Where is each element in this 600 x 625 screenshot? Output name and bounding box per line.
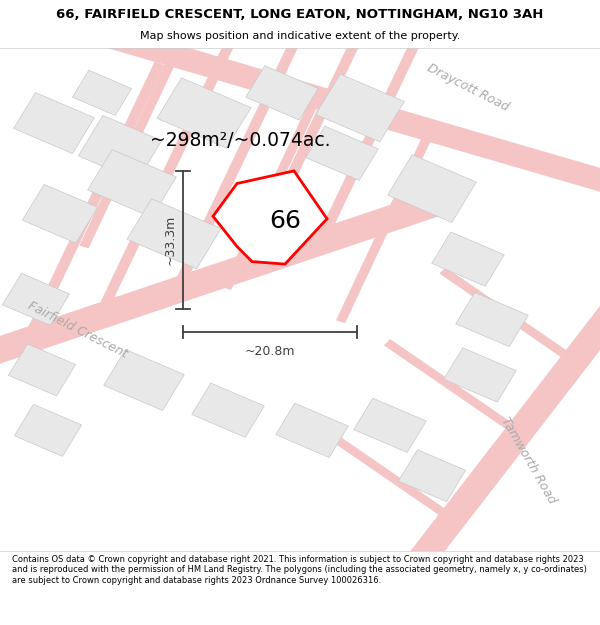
Polygon shape — [316, 0, 457, 244]
Polygon shape — [192, 383, 264, 438]
Text: Contains OS data © Crown copyright and database right 2021. This information is : Contains OS data © Crown copyright and d… — [12, 555, 587, 585]
Polygon shape — [222, 96, 321, 290]
Polygon shape — [56, 12, 600, 199]
Text: Fairfield Crescent: Fairfield Crescent — [26, 299, 130, 361]
Polygon shape — [396, 282, 600, 583]
Polygon shape — [172, 12, 313, 292]
Text: Map shows position and indicative extent of the property.: Map shows position and indicative extent… — [140, 31, 460, 41]
Polygon shape — [73, 70, 131, 116]
Text: Draycott Road: Draycott Road — [425, 62, 511, 114]
Polygon shape — [14, 404, 82, 456]
Text: ~33.3m: ~33.3m — [163, 215, 176, 265]
Polygon shape — [23, 62, 164, 342]
Polygon shape — [354, 398, 426, 452]
Text: 66: 66 — [269, 209, 301, 233]
Polygon shape — [14, 92, 94, 154]
Polygon shape — [306, 126, 378, 181]
Polygon shape — [22, 184, 98, 243]
Polygon shape — [88, 149, 176, 218]
Polygon shape — [0, 187, 456, 372]
Polygon shape — [244, 0, 385, 268]
Polygon shape — [388, 154, 476, 222]
Polygon shape — [79, 116, 161, 181]
Text: ~298m²/~0.074ac.: ~298m²/~0.074ac. — [150, 131, 330, 150]
Polygon shape — [439, 268, 578, 364]
Polygon shape — [213, 171, 327, 264]
Polygon shape — [317, 425, 455, 522]
Polygon shape — [398, 449, 466, 502]
Polygon shape — [384, 339, 522, 436]
Polygon shape — [276, 403, 348, 458]
Text: ~20.8m: ~20.8m — [245, 345, 295, 358]
Polygon shape — [104, 349, 184, 411]
Text: Tamworth Road: Tamworth Road — [498, 415, 558, 506]
Text: 66, FAIRFIELD CRESCENT, LONG EATON, NOTTINGHAM, NG10 3AH: 66, FAIRFIELD CRESCENT, LONG EATON, NOTT… — [56, 8, 544, 21]
Polygon shape — [316, 74, 404, 142]
Polygon shape — [95, 38, 236, 318]
Polygon shape — [432, 232, 504, 286]
Polygon shape — [157, 78, 251, 148]
Polygon shape — [456, 292, 528, 347]
Polygon shape — [444, 348, 516, 402]
Polygon shape — [8, 344, 76, 396]
Polygon shape — [246, 66, 318, 120]
Polygon shape — [336, 129, 435, 323]
Polygon shape — [2, 273, 70, 326]
Polygon shape — [79, 54, 179, 249]
Polygon shape — [127, 199, 221, 269]
